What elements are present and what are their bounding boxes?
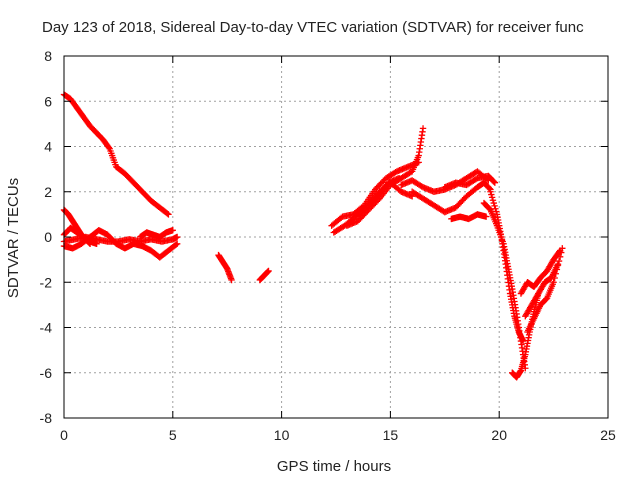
x-tick-label: 20	[491, 427, 507, 443]
data-point	[488, 191, 495, 198]
data-point	[552, 270, 559, 277]
data-point	[173, 240, 181, 247]
chart-title: Day 123 of 2018, Sidereal Day-to-day VTE…	[42, 19, 584, 36]
data-point	[487, 188, 494, 195]
data-point	[488, 194, 496, 201]
y-tick-label: 0	[44, 229, 52, 245]
data-point	[490, 178, 498, 186]
y-tick-label: 6	[44, 93, 52, 109]
y-tick-label: -8	[40, 410, 53, 426]
data-point	[482, 213, 490, 220]
x-tick-label: 10	[274, 427, 290, 443]
x-tick-label: 5	[169, 427, 177, 443]
data-point	[173, 233, 181, 241]
data-point	[489, 197, 497, 204]
data-point	[551, 274, 558, 282]
data-point	[553, 266, 561, 273]
y-tick-label: 8	[44, 48, 52, 64]
x-tick-label: 25	[600, 427, 616, 443]
x-tick-label: 0	[60, 427, 68, 443]
data-point	[556, 253, 564, 260]
data-point	[228, 276, 235, 284]
y-tick-label: -6	[40, 365, 53, 381]
data-point	[93, 240, 100, 247]
y-tick-label: -4	[40, 320, 53, 336]
data-point	[490, 199, 497, 207]
data-points	[60, 91, 566, 381]
data-point	[492, 205, 499, 212]
data-point	[491, 202, 498, 210]
grid	[64, 56, 608, 418]
data-point	[169, 227, 176, 234]
y-axis-label: SDTVAR / TECUs	[5, 178, 22, 298]
data-point	[265, 267, 272, 275]
data-point	[165, 211, 172, 218]
data-point	[419, 125, 427, 132]
x-axis-label: GPS time / hours	[277, 458, 391, 475]
data-point	[555, 257, 563, 265]
x-tick-label: 15	[383, 427, 399, 443]
data-point	[550, 279, 557, 286]
axes: 0 5 10 15 20 25 -8 -6 -4 -2 0 2 4 6 8	[40, 48, 616, 443]
data-point	[486, 185, 493, 192]
data-point	[105, 144, 113, 151]
y-tick-label: 2	[44, 184, 52, 200]
data-point	[558, 249, 565, 256]
data-point	[491, 179, 499, 186]
y-tick-label: 4	[44, 139, 52, 155]
data-point	[172, 241, 180, 248]
y-tick-label: -2	[40, 274, 53, 290]
data-point	[164, 210, 171, 217]
data-point	[554, 262, 562, 269]
data-point	[559, 245, 566, 252]
